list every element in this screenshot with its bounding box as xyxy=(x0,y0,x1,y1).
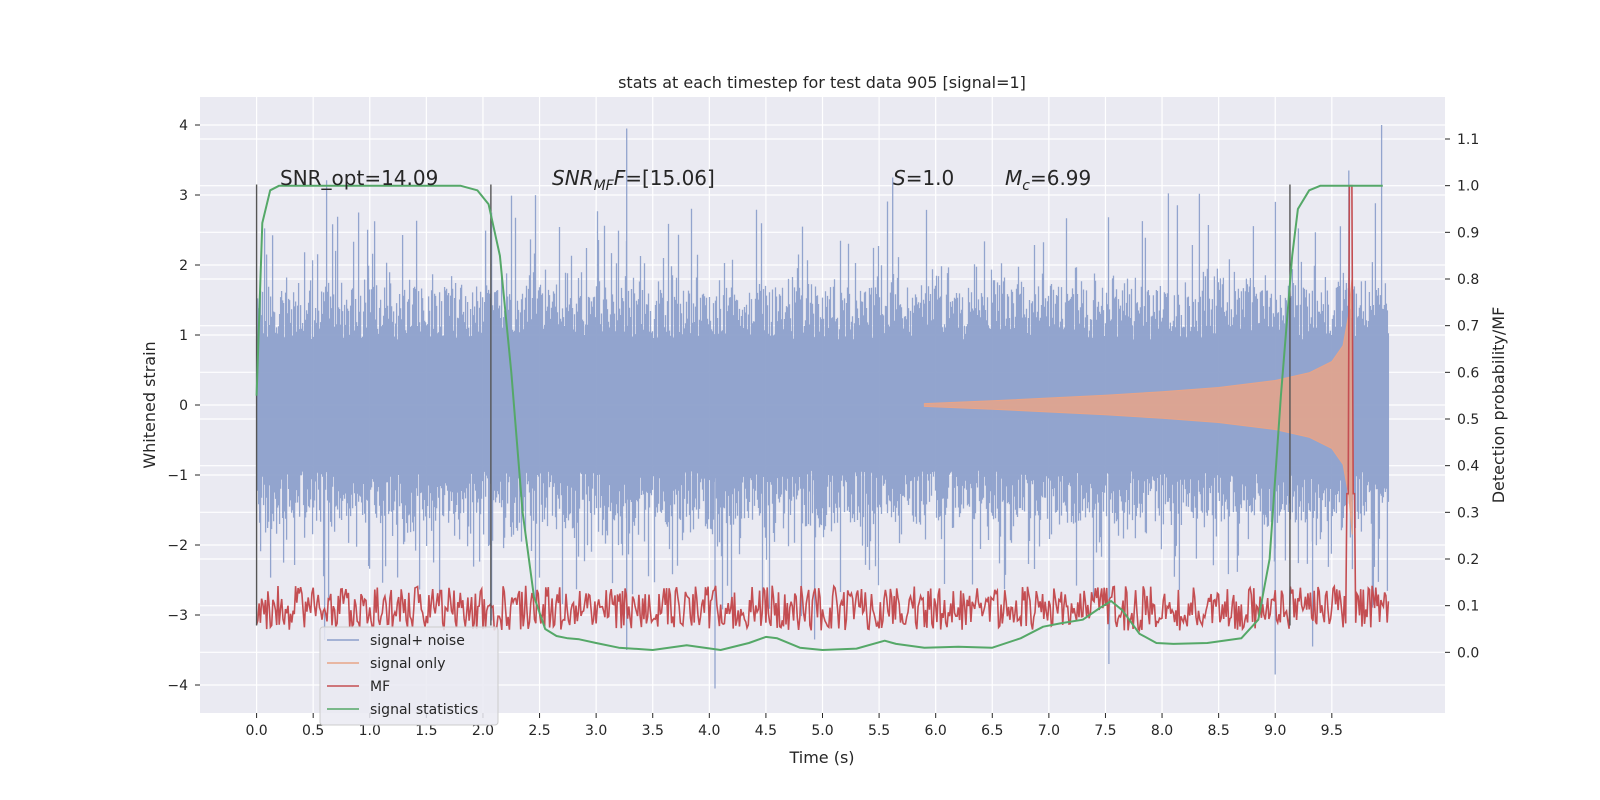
legend-label-signal-only: signal only xyxy=(370,656,445,672)
x-tick-label-12: 6.0 xyxy=(925,723,947,739)
chart-title: stats at each timestep for test data 905… xyxy=(618,73,1026,92)
y2-tick-label-7: 0.4 xyxy=(1457,459,1479,475)
y2-tick-label-5: 0.6 xyxy=(1457,365,1479,381)
signal-statistics-line xyxy=(255,184,1383,651)
legend: signal+ noise signal only MF signal stat… xyxy=(319,626,499,726)
annotation-mc-sub: c xyxy=(1022,178,1030,194)
y2-tick-label-4: 0.7 xyxy=(1457,319,1479,335)
x-tick-label-3: 1.5 xyxy=(415,723,437,739)
y-tick-label-7: −3 xyxy=(167,608,188,624)
y-tick-label-3: 1 xyxy=(179,328,188,344)
y-axis-label: Whitened strain xyxy=(140,341,159,468)
series-mf xyxy=(255,184,1390,633)
annotation-mc-main: M xyxy=(1005,166,1022,190)
x-tick-label-11: 5.5 xyxy=(868,723,890,739)
x-tick-label-9: 4.5 xyxy=(755,723,777,739)
x-tick-label-18: 9.0 xyxy=(1264,723,1286,739)
y-tick-label-2: 2 xyxy=(179,258,188,274)
legend-box xyxy=(319,626,499,726)
annotation-snr-mf-f: F xyxy=(614,166,626,190)
x-tick-label-19: 9.5 xyxy=(1321,723,1343,739)
annotation-s-main: S xyxy=(893,166,906,190)
annotation-s-value: =1.0 xyxy=(906,166,955,190)
annotation-snr-mf-main: SNR xyxy=(552,166,594,190)
y2-axis-label: Detection probability/MF xyxy=(1489,307,1508,504)
y-tick-label-8: −4 xyxy=(167,678,188,694)
annotation-s: S=1.0 xyxy=(893,166,954,190)
y-tick-label-0: 4 xyxy=(179,118,188,134)
x-tick-label-7: 3.5 xyxy=(642,723,664,739)
axes: 0.0 0.5 1.0 1.5 2.0 2.5 3.0 3.5 4.0 4.5 5.0 5.5 6.0 6… xyxy=(167,118,1479,739)
y2-tick-label-2: 0.9 xyxy=(1457,225,1479,241)
mf-line xyxy=(255,184,1390,633)
vertical-markers xyxy=(255,184,1291,626)
y2-tick-label-11: 0.0 xyxy=(1457,645,1479,661)
x-tick-label-10: 5.0 xyxy=(811,723,833,739)
x-tick-label-17: 8.5 xyxy=(1208,723,1230,739)
annotation-mc-value: =6.99 xyxy=(1030,166,1091,190)
y2-tick-label-6: 0.5 xyxy=(1457,412,1479,428)
y-tick-label-5: −1 xyxy=(167,468,188,484)
x-axis-label: Time (s) xyxy=(788,748,854,767)
x-tick-label-16: 8.0 xyxy=(1151,723,1173,739)
x-tick-label-0: 0.0 xyxy=(245,723,267,739)
y-tick-label-1: 3 xyxy=(179,188,188,204)
x-tick-label-4: 2.0 xyxy=(472,723,494,739)
annotations: SNR_opt=14.09 SNRMFF=[15.06] S=1.0 Mc=6.… xyxy=(280,166,1091,194)
series-signal-only xyxy=(923,275,1353,535)
y2-tick-label-10: 0.1 xyxy=(1457,599,1479,615)
x-tick-label-5: 2.5 xyxy=(528,723,550,739)
x-tick-label-13: 6.5 xyxy=(981,723,1003,739)
legend-label-signal-statistics: signal statistics xyxy=(370,702,478,718)
annotation-snr-mf-sub: MF xyxy=(594,178,615,194)
x-tick-label-2: 1.0 xyxy=(359,723,381,739)
annotation-snr-opt: SNR_opt=14.09 xyxy=(280,166,438,190)
y2-tick-label-1: 1.0 xyxy=(1457,179,1479,195)
x-tick-label-1: 0.5 xyxy=(302,723,324,739)
legend-label-mf: MF xyxy=(370,679,390,695)
x-tick-label-6: 3.0 xyxy=(585,723,607,739)
annotation-snr-mf-value: =[15.06] xyxy=(625,166,715,190)
y2-tick-label-0: 1.1 xyxy=(1457,132,1479,148)
y-tick-label-6: −2 xyxy=(167,538,188,554)
y2-tick-label-8: 0.3 xyxy=(1457,505,1479,521)
annotation-mc: Mc=6.99 xyxy=(1005,166,1091,194)
x-tick-label-8: 4.0 xyxy=(698,723,720,739)
x-tick-label-14: 7.0 xyxy=(1038,723,1060,739)
y-tick-label-4: 0 xyxy=(179,398,188,414)
series-signal-statistics xyxy=(255,184,1383,651)
legend-label-signal-noise: signal+ noise xyxy=(370,633,465,649)
signal-only-area xyxy=(923,275,1353,535)
x-tick-label-15: 7.5 xyxy=(1094,723,1116,739)
y2-tick-label-9: 0.2 xyxy=(1457,552,1479,568)
annotation-snr-mf: SNRMFF=[15.06] xyxy=(552,166,715,194)
y2-tick-label-3: 0.8 xyxy=(1457,272,1479,288)
